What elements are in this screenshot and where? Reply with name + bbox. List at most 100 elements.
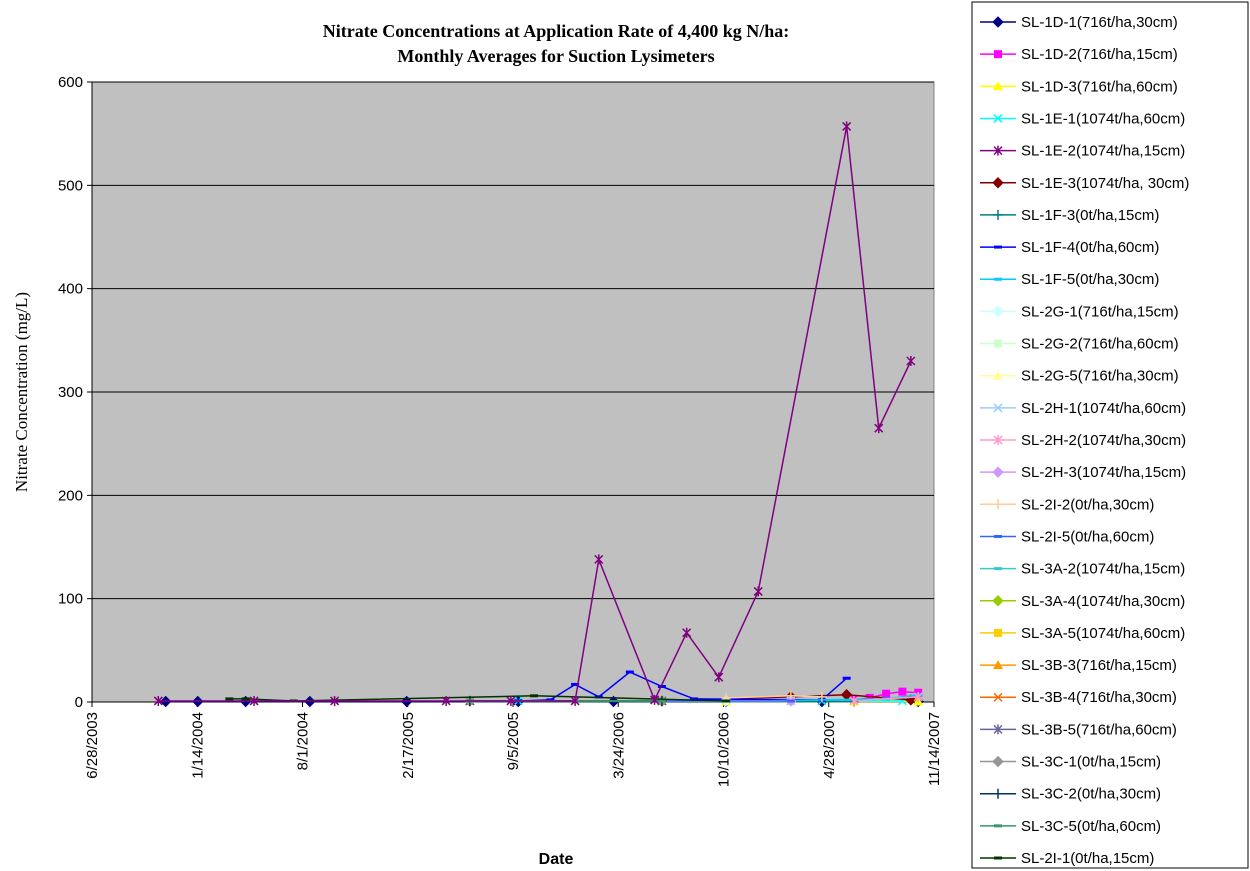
legend-label: SL-1D-2(716t/ha,15cm)	[1021, 46, 1178, 63]
legend-label: SL-1D-3(716t/ha,60cm)	[1021, 78, 1178, 95]
y-axis-label: Nitrate Concentration (mg/L)	[12, 292, 31, 492]
y-tick-label: 300	[58, 384, 83, 401]
data-point	[722, 699, 731, 703]
legend-item: SL-1E-3(1074t/ha, 30cm)	[980, 175, 1189, 192]
data-point	[690, 697, 699, 701]
data-point	[992, 595, 1004, 607]
data-point	[882, 689, 891, 698]
legend-label: SL-2H-1(1074t/ha,60cm)	[1021, 400, 1186, 417]
data-point	[785, 690, 796, 701]
series-sl-2h-2	[849, 691, 923, 706]
data-point	[530, 694, 539, 698]
data-point	[249, 695, 259, 706]
gridlines	[92, 81, 934, 600]
x-axis-label: Date	[539, 851, 574, 868]
y-tick-label: 500	[58, 177, 83, 194]
x-tick-labels: 6/28/2003 1/14/2004 8/1/2004 2/17/2005 9/5/2…	[84, 712, 943, 787]
data-point	[994, 277, 1002, 281]
legend-item: SL-3C-1(0t/ha,15cm)	[980, 754, 1161, 771]
legend-label: SL-3A-4(1074t/ha,30cm)	[1021, 593, 1185, 610]
data-point	[994, 628, 1002, 637]
legend-label: SL-1E-2(1074t/ha,15cm)	[1021, 143, 1185, 160]
x-tick-label: 11/14/2007	[926, 712, 943, 786]
y-tick-labels: 0 100 200 300 400 500 600	[58, 74, 83, 711]
x-tick-label: 1/14/2004	[189, 712, 206, 779]
y-tick-label: 200	[58, 487, 83, 504]
y-tick-label: 0	[75, 694, 83, 711]
y-tick-label: 400	[58, 281, 83, 298]
data-point	[993, 724, 1003, 735]
data-point	[994, 567, 1002, 571]
legend-label: SL-3C-5(0t/ha,60cm)	[1021, 818, 1161, 835]
data-point	[906, 356, 916, 366]
legend-item: SL-1E-2(1074t/ha,15cm)	[980, 143, 1185, 160]
legend-item: SL-2H-3(1074t/ha,15cm)	[980, 464, 1186, 481]
x-tick-label: 10/10/2006	[716, 712, 733, 787]
data-point	[650, 694, 660, 705]
data-point	[786, 699, 795, 703]
series-line	[158, 126, 912, 702]
data-point	[682, 627, 692, 638]
series-sl-2i-2	[721, 690, 827, 703]
data-point	[993, 660, 1003, 670]
legend-item: SL-1F-5(0t/ha,30cm)	[980, 271, 1159, 288]
legend-item: SL-1F-3(0t/ha,15cm)	[980, 207, 1159, 224]
x-tick-label: 9/5/2005	[505, 712, 522, 770]
legend-label: SL-3B-4(716t/ha,30cm)	[1021, 689, 1177, 706]
data-point	[994, 824, 1002, 828]
legend-label: SL-1F-4(0t/ha,60cm)	[1021, 239, 1159, 256]
legend-item: SL-2I-1(0t/ha,15cm)	[980, 850, 1154, 867]
data-point	[993, 499, 1003, 510]
legend-label: SL-1D-1(716t/ha,30cm)	[1021, 14, 1178, 31]
data-point	[657, 699, 666, 703]
legend-item: SL-2G-5(716t/ha,30cm)	[980, 368, 1179, 385]
data-point	[874, 423, 884, 434]
legend-item: SL-1D-2(716t/ha,15cm)	[980, 46, 1178, 63]
data-point	[842, 121, 852, 132]
data-point	[898, 687, 907, 696]
data-point	[816, 691, 827, 702]
data-point	[994, 339, 1002, 348]
chart-title-line-1: Nitrate Concentrations at Application Ra…	[323, 21, 789, 41]
data-point	[657, 685, 666, 688]
y-tick-label: 100	[58, 591, 83, 608]
legend-item: SL-2I-2(0t/ha,30cm)	[980, 496, 1154, 513]
x-tick-label: 4/28/2007	[821, 712, 838, 779]
legend-label: SL-2I-2(0t/ha,30cm)	[1021, 496, 1154, 513]
data-point	[993, 113, 1003, 123]
data-point	[571, 682, 580, 686]
legend-label: SL-2G-5(716t/ha,30cm)	[1021, 368, 1179, 385]
x-tick-label: 8/1/2004	[295, 712, 312, 770]
data-point	[753, 586, 763, 597]
data-point	[994, 856, 1002, 860]
legend-frame	[971, 1, 1249, 869]
legend-item: SL-3A-5(1074t/ha,60cm)	[980, 625, 1185, 642]
legend-item: SL-3B-5(716t/ha,60cm)	[980, 721, 1177, 738]
legend-label: SL-2G-2(716t/ha,60cm)	[1021, 336, 1179, 353]
legend-item: SL-1D-1(716t/ha,30cm)	[980, 14, 1178, 31]
data-point	[993, 403, 1003, 413]
legend-label: SL-3B-3(716t/ha,15cm)	[1021, 657, 1177, 674]
legend-item: SL-3C-2(0t/ha,30cm)	[980, 786, 1161, 803]
data-point	[913, 691, 923, 702]
data-point	[570, 695, 580, 706]
legend-item: SL-3C-5(0t/ha,60cm)	[980, 818, 1161, 835]
legend-label: SL-1E-3(1074t/ha, 30cm)	[1021, 175, 1189, 192]
legend-label: SL-1E-1(1074t/ha,60cm)	[1021, 110, 1185, 127]
legend-item: SL-2I-5(0t/ha,60cm)	[980, 528, 1154, 545]
legend-label: SL-2H-2(1074t/ha,30cm)	[1021, 432, 1186, 449]
data-point	[506, 695, 516, 706]
data-point	[849, 695, 859, 706]
legend-item: SL-3B-3(716t/ha,15cm)	[980, 657, 1177, 674]
legend-item: SL-2H-2(1074t/ha,30cm)	[980, 432, 1186, 449]
legend-label: SL-2G-1(716t/ha,15cm)	[1021, 303, 1179, 320]
legend-label: SL-1F-3(0t/ha,15cm)	[1021, 207, 1159, 224]
data-point	[546, 698, 555, 702]
data-point	[625, 670, 634, 674]
series-sl-1e-2	[153, 121, 916, 706]
legend-item: SL-1D-3(716t/ha,60cm)	[980, 78, 1178, 95]
data-point	[225, 697, 234, 701]
data-point	[992, 16, 1004, 28]
data-point	[994, 50, 1002, 59]
